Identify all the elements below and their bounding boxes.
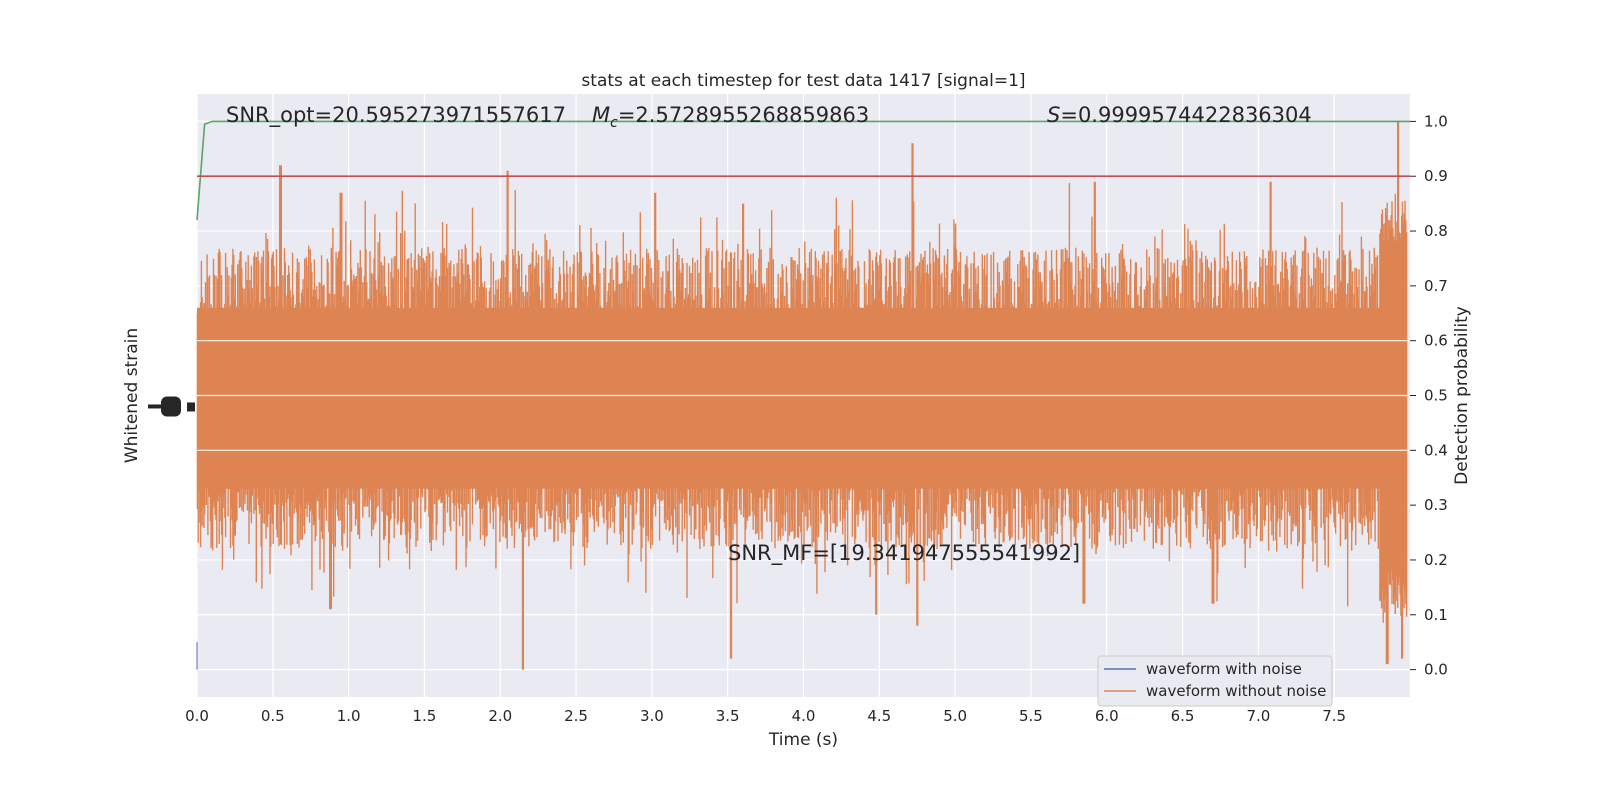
right-tick-label: 0.0 bbox=[1424, 661, 1448, 679]
detection-probability-line bbox=[196, 120, 1410, 221]
x-tick-label: 3.5 bbox=[716, 707, 740, 725]
left-y-axis-overlapping-ticks bbox=[148, 396, 195, 417]
x-tick-label: 7.5 bbox=[1322, 707, 1346, 725]
right-tick-label: 0.3 bbox=[1424, 496, 1448, 514]
x-tick-label: 0.5 bbox=[261, 707, 285, 725]
strain-series-without-noise bbox=[196, 121, 1408, 670]
annotation-snr-mf: SNR_MF=[19.341947555541992] bbox=[728, 541, 1080, 566]
x-tick-label: 7.0 bbox=[1246, 707, 1270, 725]
right-y-axis-ticks: 0.0 0.1 0.2 0.3 0.4 0.5 0.6 0.7 0.8 0.9 1.0 bbox=[1410, 112, 1448, 679]
left-tick-blob bbox=[187, 402, 195, 412]
x-tick-label: 5.0 bbox=[943, 707, 967, 725]
strain-core-band bbox=[197, 307, 1407, 489]
right-tick-label: 0.4 bbox=[1424, 441, 1448, 459]
annotation-snr-opt: SNR_opt=20.595273971557617 bbox=[226, 103, 566, 128]
mc-value: =2.5728955268859863 bbox=[618, 103, 869, 127]
right-tick-label: 0.9 bbox=[1424, 167, 1448, 185]
right-y-axis-label: Detection probability bbox=[1452, 306, 1472, 485]
legend-box bbox=[1097, 655, 1333, 707]
x-tick-label: 1.5 bbox=[413, 707, 437, 725]
right-tick-label: 0.8 bbox=[1424, 222, 1448, 240]
left-tick-blob bbox=[148, 404, 168, 409]
x-tick-label: 6.5 bbox=[1171, 707, 1195, 725]
x-axis-label: Time (s) bbox=[768, 730, 838, 750]
chart-title: stats at each timestep for test data 141… bbox=[581, 71, 1025, 91]
x-axis-ticks: 0.0 0.5 1.0 1.5 2.0 2.5 3.0 3.5 4.0 4.5 5.0 5.5 6.0 6… bbox=[185, 707, 1346, 725]
right-tick-label: 0.2 bbox=[1424, 551, 1448, 569]
right-tick-label: 0.6 bbox=[1424, 332, 1448, 350]
x-tick-label: 2.5 bbox=[564, 707, 588, 725]
s-value: =0.9999574422836304 bbox=[1060, 103, 1311, 127]
x-tick-label: 1.0 bbox=[337, 707, 361, 725]
annotation-s: S=0.9999574422836304 bbox=[1047, 103, 1312, 127]
x-tick-label: 3.0 bbox=[640, 707, 664, 725]
legend: waveform with noise waveform without noi… bbox=[1097, 655, 1333, 707]
right-tick-label: 0.5 bbox=[1424, 387, 1448, 405]
x-tick-label: 4.0 bbox=[792, 707, 816, 725]
x-tick-label: 5.5 bbox=[1019, 707, 1043, 725]
x-tick-label: 2.0 bbox=[488, 707, 512, 725]
x-tick-label: 6.0 bbox=[1095, 707, 1119, 725]
left-tick-blob bbox=[161, 396, 181, 417]
right-tick-label: 0.1 bbox=[1424, 606, 1448, 624]
legend-label-with-noise: waveform with noise bbox=[1146, 660, 1302, 678]
x-tick-label: 0.0 bbox=[185, 707, 209, 725]
annotation-chirp-mass: Mc=2.5728955268859863 bbox=[592, 103, 869, 131]
left-y-axis-label: Whitened strain bbox=[122, 328, 142, 463]
right-tick-label: 0.7 bbox=[1424, 277, 1448, 295]
right-tick-label: 1.0 bbox=[1424, 112, 1448, 130]
s-symbol: S bbox=[1047, 103, 1060, 127]
mc-subscript: c bbox=[610, 115, 618, 131]
x-tick-label: 4.5 bbox=[867, 707, 891, 725]
mc-symbol: M bbox=[592, 103, 610, 127]
legend-label-without-noise: waveform without noise bbox=[1146, 682, 1326, 700]
